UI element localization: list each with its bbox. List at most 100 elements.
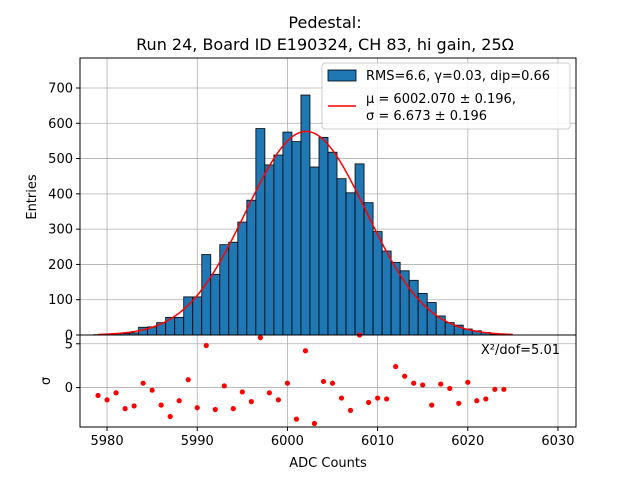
- y-tick-label: 700: [48, 81, 73, 96]
- residual-point: [474, 398, 480, 404]
- histogram-panel: 0 100 200 300 400 500 600 700 Entries RMS=6.6, …: [25, 57, 577, 344]
- residual-point: [483, 396, 489, 402]
- residual-point: [492, 386, 498, 392]
- histogram-bar: [246, 199, 257, 336]
- residual-point: [95, 392, 101, 399]
- residual-point: [257, 335, 263, 341]
- residual-point: [131, 403, 137, 409]
- x-tick-label: 5990: [181, 434, 214, 449]
- residual-point: [438, 381, 444, 387]
- histogram-bar: [291, 141, 302, 336]
- residual-point: [185, 377, 191, 383]
- residual-y-axis-label: σ: [39, 377, 54, 385]
- histogram-bar: [165, 316, 176, 336]
- legend: RMS=6.6, γ=0.03, dip=0.66 μ = 6002.070 ±…: [321, 62, 571, 130]
- histogram-bar: [408, 279, 419, 336]
- residual-point: [429, 402, 435, 408]
- residual-point: [411, 380, 417, 386]
- histogram-bar: [372, 231, 383, 336]
- residual-point: [266, 390, 272, 396]
- residual-point: [375, 395, 381, 401]
- x-axis-label: ADC Counts: [289, 456, 367, 471]
- legend-fit-label-line1: μ = 6002.070 ± 0.196,: [366, 92, 516, 107]
- residual-point: [122, 406, 128, 412]
- residual-point: [140, 380, 146, 386]
- legend-hist-label: RMS=6.6, γ=0.03, dip=0.66: [366, 69, 550, 84]
- histogram-bar: [273, 154, 284, 336]
- residual-point: [447, 385, 453, 392]
- legend-hist-swatch: [327, 69, 357, 82]
- residual-point: [239, 389, 245, 395]
- residual-point: [212, 406, 218, 413]
- x-tick-label: 6010: [361, 434, 394, 449]
- legend-fit-label-line2: σ = 6.673 ± 0.196: [366, 109, 487, 124]
- residual-point: [347, 407, 354, 413]
- residual-point: [167, 413, 173, 420]
- residual-point: [320, 378, 327, 385]
- histogram-bar: [327, 151, 338, 336]
- residual-point: [420, 382, 426, 388]
- histogram-bar: [192, 296, 203, 336]
- residual-point: [329, 380, 336, 386]
- legend-box: [321, 62, 571, 130]
- chart-title-line1: Pedestal:: [288, 13, 361, 32]
- y-tick-label: 500: [48, 152, 73, 167]
- residual-point: [284, 380, 291, 386]
- histogram-bar: [219, 244, 230, 336]
- histogram-bar: [210, 273, 221, 336]
- residual-point: [338, 395, 345, 401]
- histogram-bar: [345, 192, 356, 336]
- histogram-bar: [381, 250, 392, 336]
- residual-point: [465, 379, 471, 385]
- y-axis-label: Entries: [25, 174, 40, 220]
- histogram-bar: [264, 164, 275, 336]
- y-tick-label: 600: [48, 117, 73, 132]
- histogram-bar: [201, 254, 212, 336]
- histogram-bar: [354, 163, 365, 336]
- residual-point: [221, 383, 227, 389]
- residual-point: [402, 373, 408, 379]
- histogram-bar: [282, 131, 293, 336]
- residual-point: [104, 397, 110, 403]
- x-tick-label: 6030: [541, 434, 574, 449]
- residual-point: [501, 386, 507, 392]
- residual-plot-area: [80, 335, 576, 427]
- residual-point: [230, 406, 236, 412]
- histogram-bar: [255, 128, 266, 336]
- residual-point: [113, 390, 119, 396]
- x-tick-label: 6000: [271, 434, 304, 449]
- chi2-label: X²/dof=5.01: [481, 343, 560, 358]
- gaussian-fit-curve: [98, 130, 513, 336]
- histogram-bar: [318, 136, 329, 336]
- x-tick-label: 6020: [451, 434, 484, 449]
- y-tick-label: 200: [48, 258, 73, 273]
- y-tick-label: 300: [48, 223, 73, 238]
- residual-point: [203, 342, 209, 349]
- residual-point: [293, 416, 300, 422]
- residual-point: [275, 397, 281, 403]
- residual-point: [393, 363, 399, 370]
- histogram-bar: [336, 178, 347, 336]
- residual-point: [194, 405, 200, 411]
- histogram-bar: [228, 241, 239, 336]
- residual-point: [248, 398, 254, 405]
- chart-title-line2: Run 24, Board ID E190324, CH 83, hi gain…: [136, 35, 514, 54]
- residual-y-tick-label: 0: [65, 381, 73, 396]
- histogram-bar: [309, 166, 320, 336]
- residual-point: [311, 420, 318, 427]
- y-tick-label: 100: [48, 293, 73, 308]
- y-tick-label: 400: [48, 187, 73, 202]
- residual-point: [149, 387, 155, 393]
- residual-point: [302, 348, 309, 354]
- residual-point: [158, 402, 164, 408]
- histogram-bar: [399, 270, 410, 336]
- histogram-bar: [426, 302, 437, 336]
- residual-point: [384, 396, 390, 402]
- histogram-bar: [237, 221, 248, 336]
- residual-point: [456, 400, 462, 406]
- histogram-bar: [174, 316, 185, 336]
- residual-point: [365, 399, 372, 406]
- residual-point: [176, 398, 182, 404]
